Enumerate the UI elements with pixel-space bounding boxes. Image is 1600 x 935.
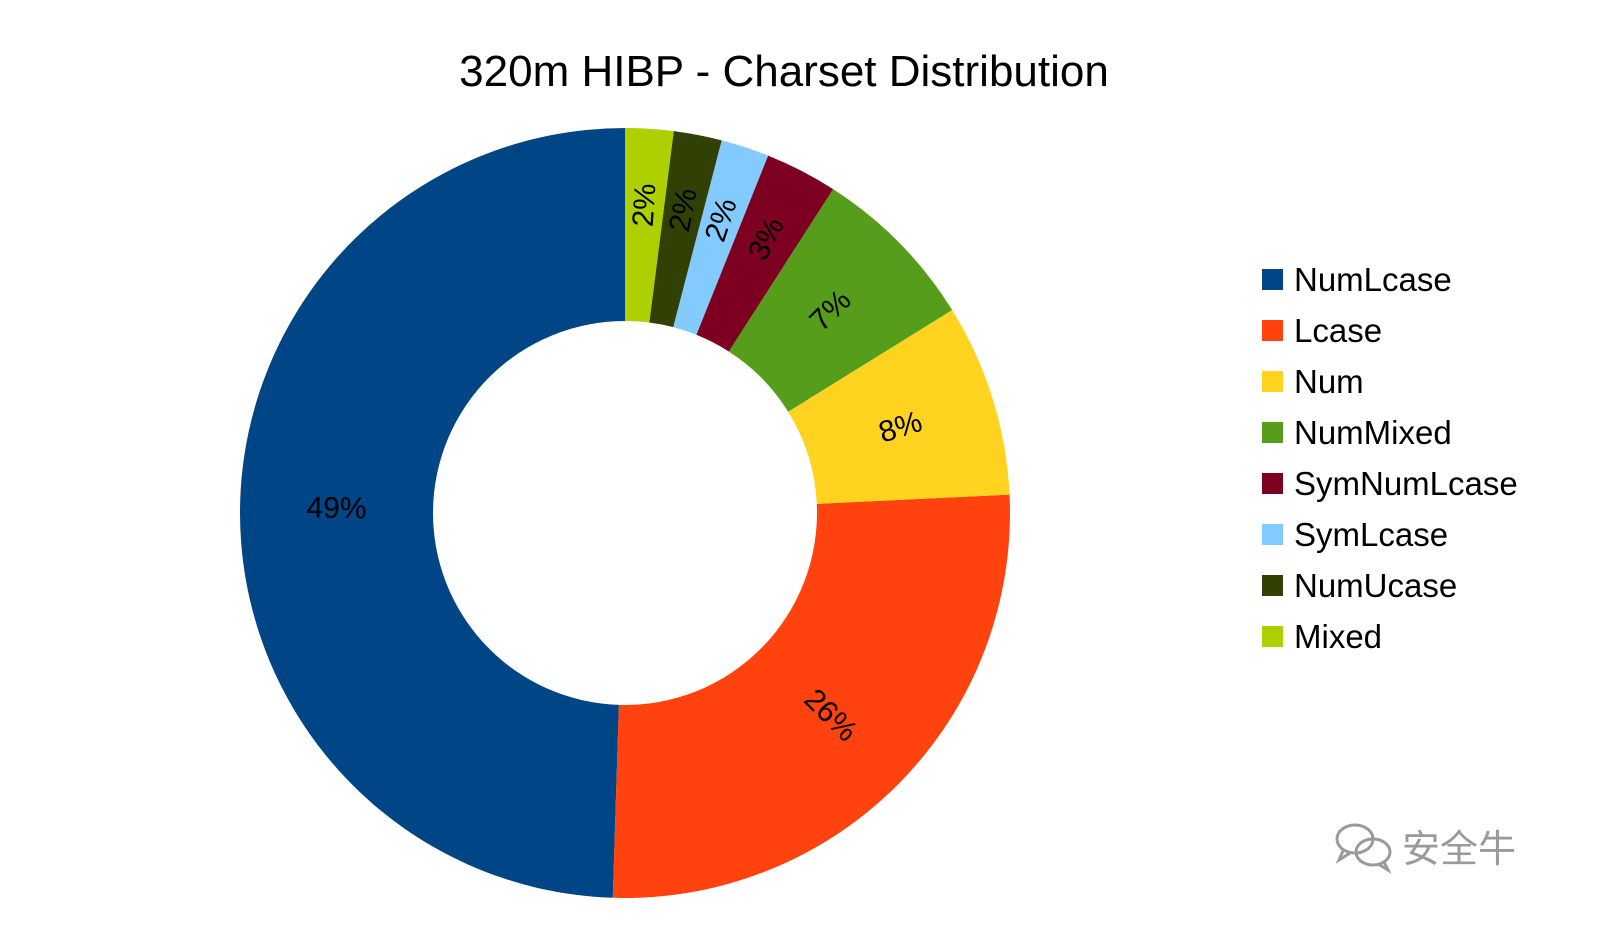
slice-symnumlcase	[696, 155, 834, 352]
wechat-icon	[1335, 823, 1392, 874]
legend-item-numucase: NumUcase	[1262, 567, 1457, 604]
legend-swatch	[1262, 269, 1283, 290]
watermark-text: 安全牛	[1402, 827, 1516, 871]
slice-label-mixed: 2%	[627, 182, 663, 227]
slice-numucase	[649, 131, 722, 328]
legend-swatch	[1262, 320, 1283, 341]
legend-label: NumUcase	[1294, 567, 1457, 604]
legend-label: NumLcase	[1294, 261, 1452, 298]
legend-swatch	[1262, 575, 1283, 596]
legend-label: Mixed	[1294, 618, 1382, 655]
slice-lcase	[612, 494, 1010, 898]
slice-label-numlcase: 49%	[306, 491, 367, 525]
slice-nummixed	[728, 189, 953, 412]
legend-item-nummixed: NumMixed	[1262, 414, 1452, 451]
chart-title: 320m HIBP - Charset Distribution	[459, 47, 1109, 96]
legend-item-lcase: Lcase	[1262, 312, 1382, 349]
legend-swatch	[1262, 371, 1283, 392]
legend-swatch	[1262, 524, 1283, 545]
legend-item-mixed: Mixed	[1262, 618, 1382, 655]
legend-swatch	[1262, 473, 1283, 494]
legend: NumLcase Lcase Num NumMixed SymNumLcase SymLc…	[1262, 261, 1518, 655]
legend-label: SymNumLcase	[1294, 465, 1518, 502]
slice-numlcase	[240, 128, 625, 898]
legend-item-symnumlcase: SymNumLcase	[1262, 465, 1518, 502]
legend-swatch	[1262, 422, 1283, 443]
watermark: 安全牛	[1335, 823, 1516, 874]
legend-label: SymLcase	[1294, 516, 1448, 553]
slice-mixed	[625, 128, 674, 323]
slice-label-numucase: 2%	[663, 186, 704, 235]
donut-slices	[240, 128, 1010, 898]
legend-label: Num	[1294, 363, 1364, 400]
legend-item-num: Num	[1262, 363, 1364, 400]
legend-label: Lcase	[1294, 312, 1382, 349]
legend-item-symlcase: SymLcase	[1262, 516, 1448, 553]
legend-swatch	[1262, 626, 1283, 647]
legend-item-numlcase: NumLcase	[1262, 261, 1452, 298]
slice-num	[788, 310, 1010, 504]
slice-symlcase	[673, 140, 769, 335]
legend-label: NumMixed	[1294, 414, 1452, 451]
